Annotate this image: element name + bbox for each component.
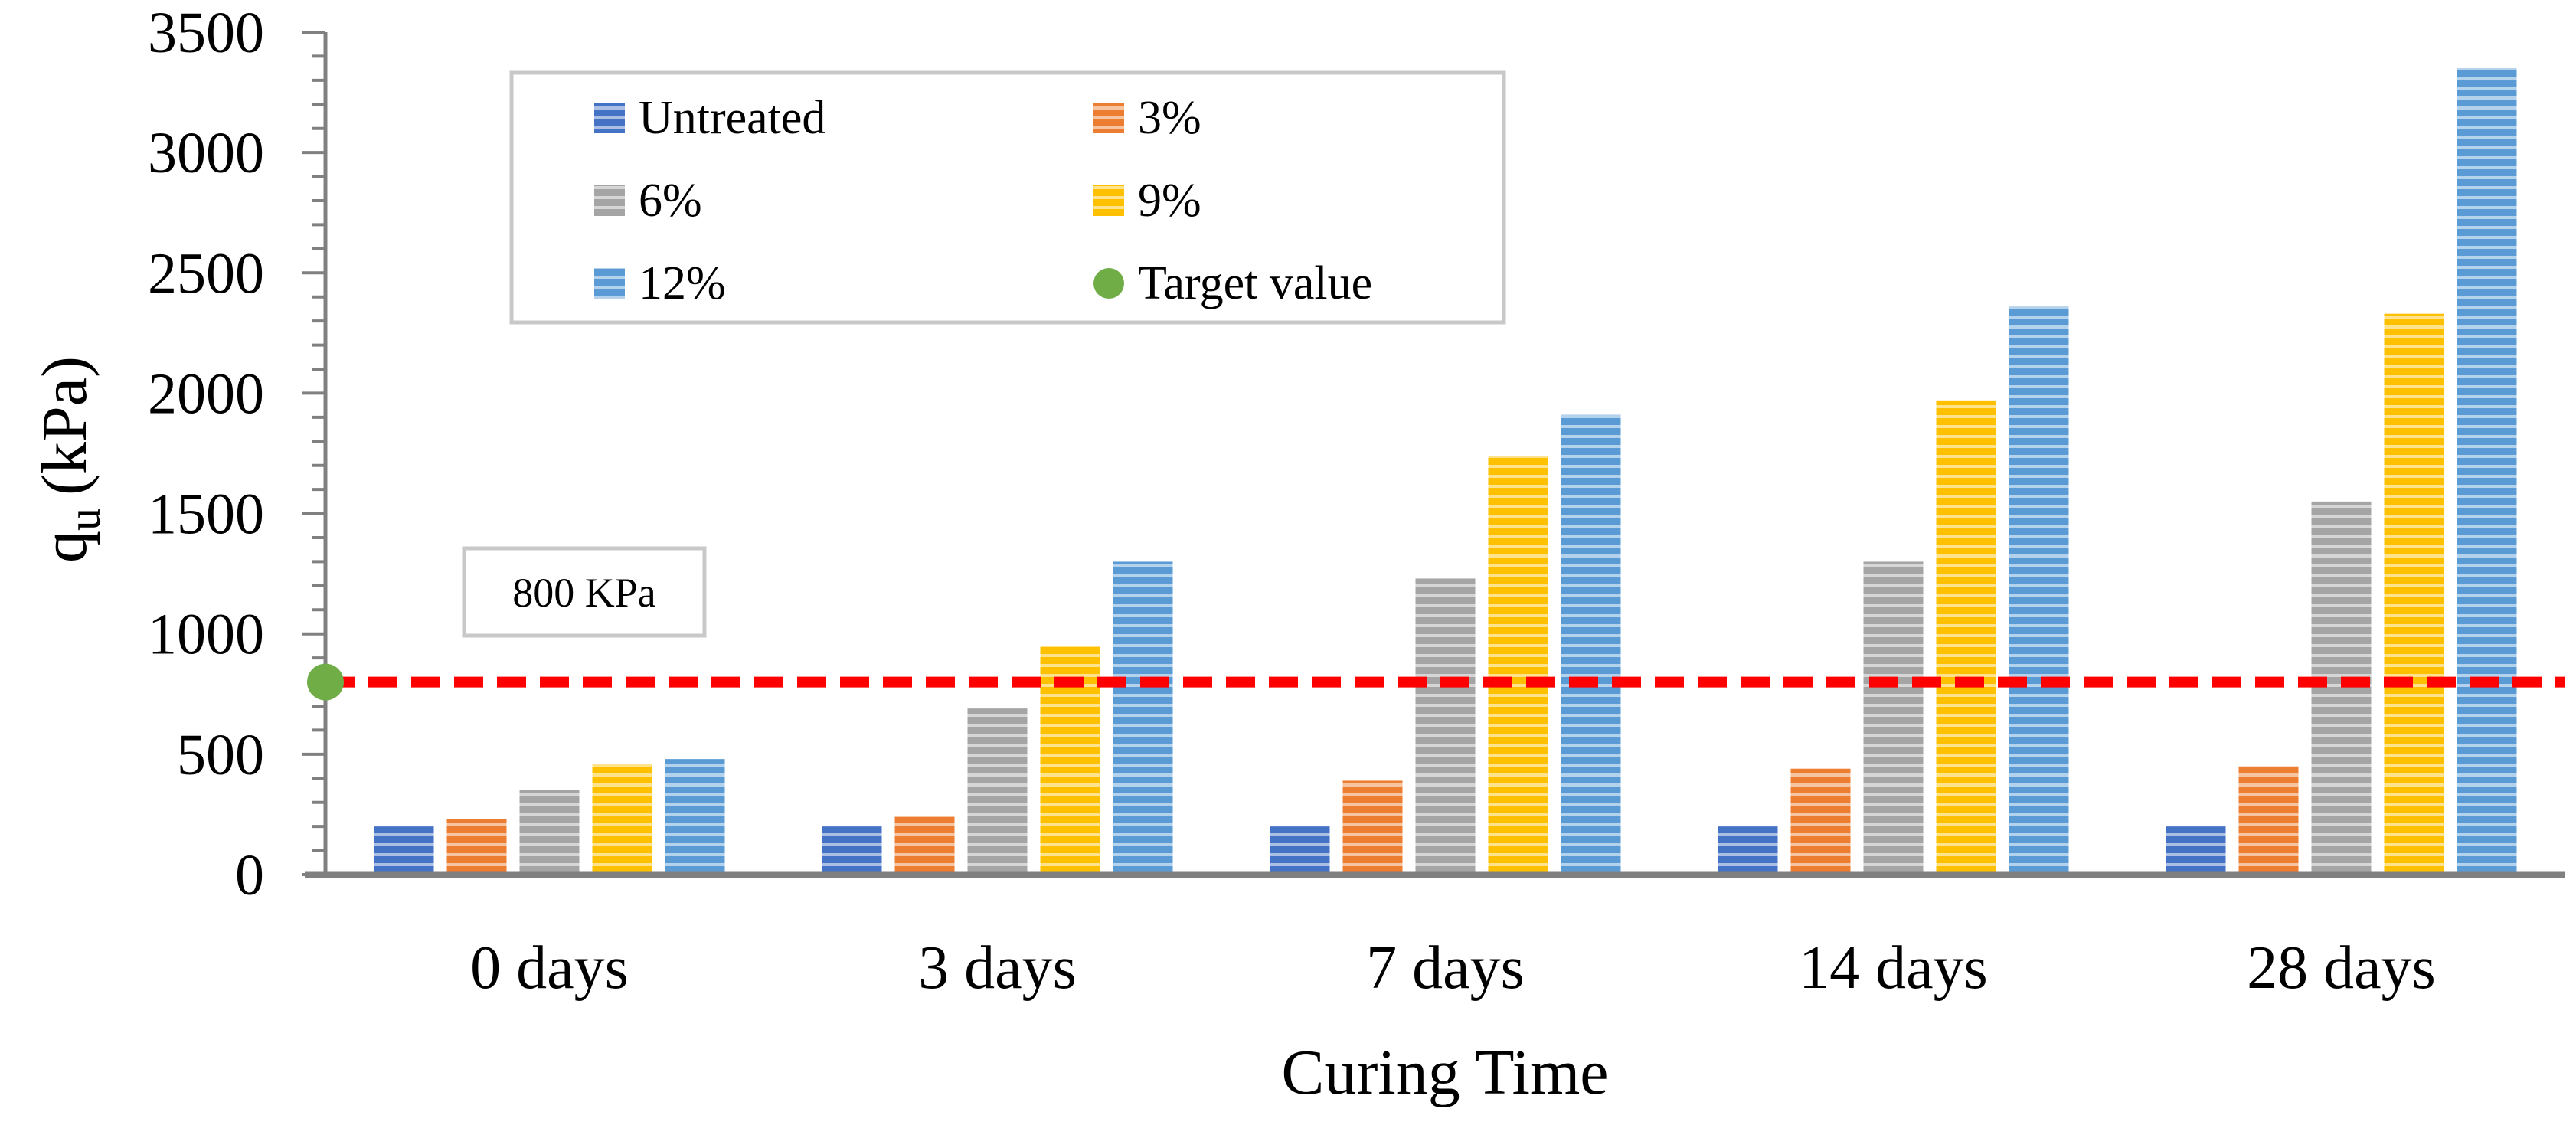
bar-texture (374, 826, 434, 875)
legend-swatch-texture (594, 268, 625, 299)
bar-texture (894, 816, 955, 875)
x-axis-title: Curing Time (1281, 1037, 1608, 1108)
bar-texture (1718, 826, 1778, 875)
bar-texture (2166, 826, 2226, 875)
legend-label: 3% (1138, 92, 1201, 144)
legend-frame (509, 70, 1506, 325)
y-tick-label: 1000 (148, 603, 264, 667)
bar-texture (1936, 400, 1996, 875)
x-tick-label: 28 days (2247, 934, 2436, 1002)
bar-texture (2009, 306, 2069, 875)
bar-texture (446, 819, 507, 875)
annotation-box: 800 KPa (462, 546, 707, 638)
y-tick-label: 3000 (148, 121, 264, 185)
legend-label: Untreated (639, 92, 825, 144)
y-tick-label: 1500 (148, 482, 264, 547)
y-tick-label: 0 (235, 843, 264, 908)
x-tick-label: 14 days (1799, 934, 1988, 1002)
bar-texture (2238, 766, 2299, 875)
legend-label: 12% (639, 257, 726, 309)
legend-swatch-texture (594, 185, 625, 216)
bars (374, 68, 2517, 875)
bar-texture (1113, 561, 1173, 875)
legend: Untreated 3% 6% 9% 12% Target value (509, 70, 1506, 325)
bar-texture (1342, 780, 1403, 875)
bar-texture (592, 764, 652, 875)
legend-swatch-texture (594, 103, 625, 133)
bar-texture (2457, 68, 2517, 875)
legend-swatch-texture (1093, 103, 1124, 133)
bar-texture (967, 708, 1028, 875)
x-tick-label: 3 days (918, 934, 1077, 1002)
x-tick-label: 0 days (470, 934, 629, 1002)
x-axis-tick-labels: 0 days 3 days 7 days 14 days 28 days (470, 934, 2436, 1002)
bar-texture (1270, 826, 1330, 875)
bar-texture (822, 826, 882, 875)
bar-texture (1488, 456, 1548, 875)
legend-marker (1093, 268, 1124, 299)
legend-label: 6% (639, 175, 702, 227)
y-axis-tick-labels: 0 500 1000 1500 2000 2500 3000 3500 (148, 1, 264, 908)
bar-texture (1863, 561, 1924, 875)
legend-label: 9% (1138, 175, 1201, 227)
target-marker (307, 663, 344, 701)
bar-texture (1561, 414, 1621, 875)
y-tick-label: 500 (177, 723, 264, 787)
bar-texture (2384, 313, 2444, 875)
legend-swatch-texture (1093, 185, 1124, 216)
y-axis-title-symbol: q (29, 531, 100, 563)
bar-texture (2311, 501, 2372, 875)
bar-texture (1790, 768, 1851, 875)
bar-texture (519, 790, 580, 875)
annotation-label: 800 KPa (512, 570, 656, 616)
annotation-frame (462, 546, 707, 638)
y-axis-ticks (302, 31, 325, 876)
y-tick-label: 3500 (148, 1, 264, 65)
y-axis-title: qu (kPa) (29, 356, 110, 563)
y-tick-label: 2000 (148, 361, 264, 426)
x-tick-label: 7 days (1366, 934, 1525, 1002)
y-axis-title-subscript: u (59, 508, 110, 531)
bar-texture (1415, 578, 1476, 875)
legend-label: Target value (1138, 257, 1372, 309)
bar-texture (665, 759, 725, 875)
y-axis-title-unit: (kPa) (29, 356, 100, 495)
y-tick-label: 2500 (148, 241, 264, 306)
